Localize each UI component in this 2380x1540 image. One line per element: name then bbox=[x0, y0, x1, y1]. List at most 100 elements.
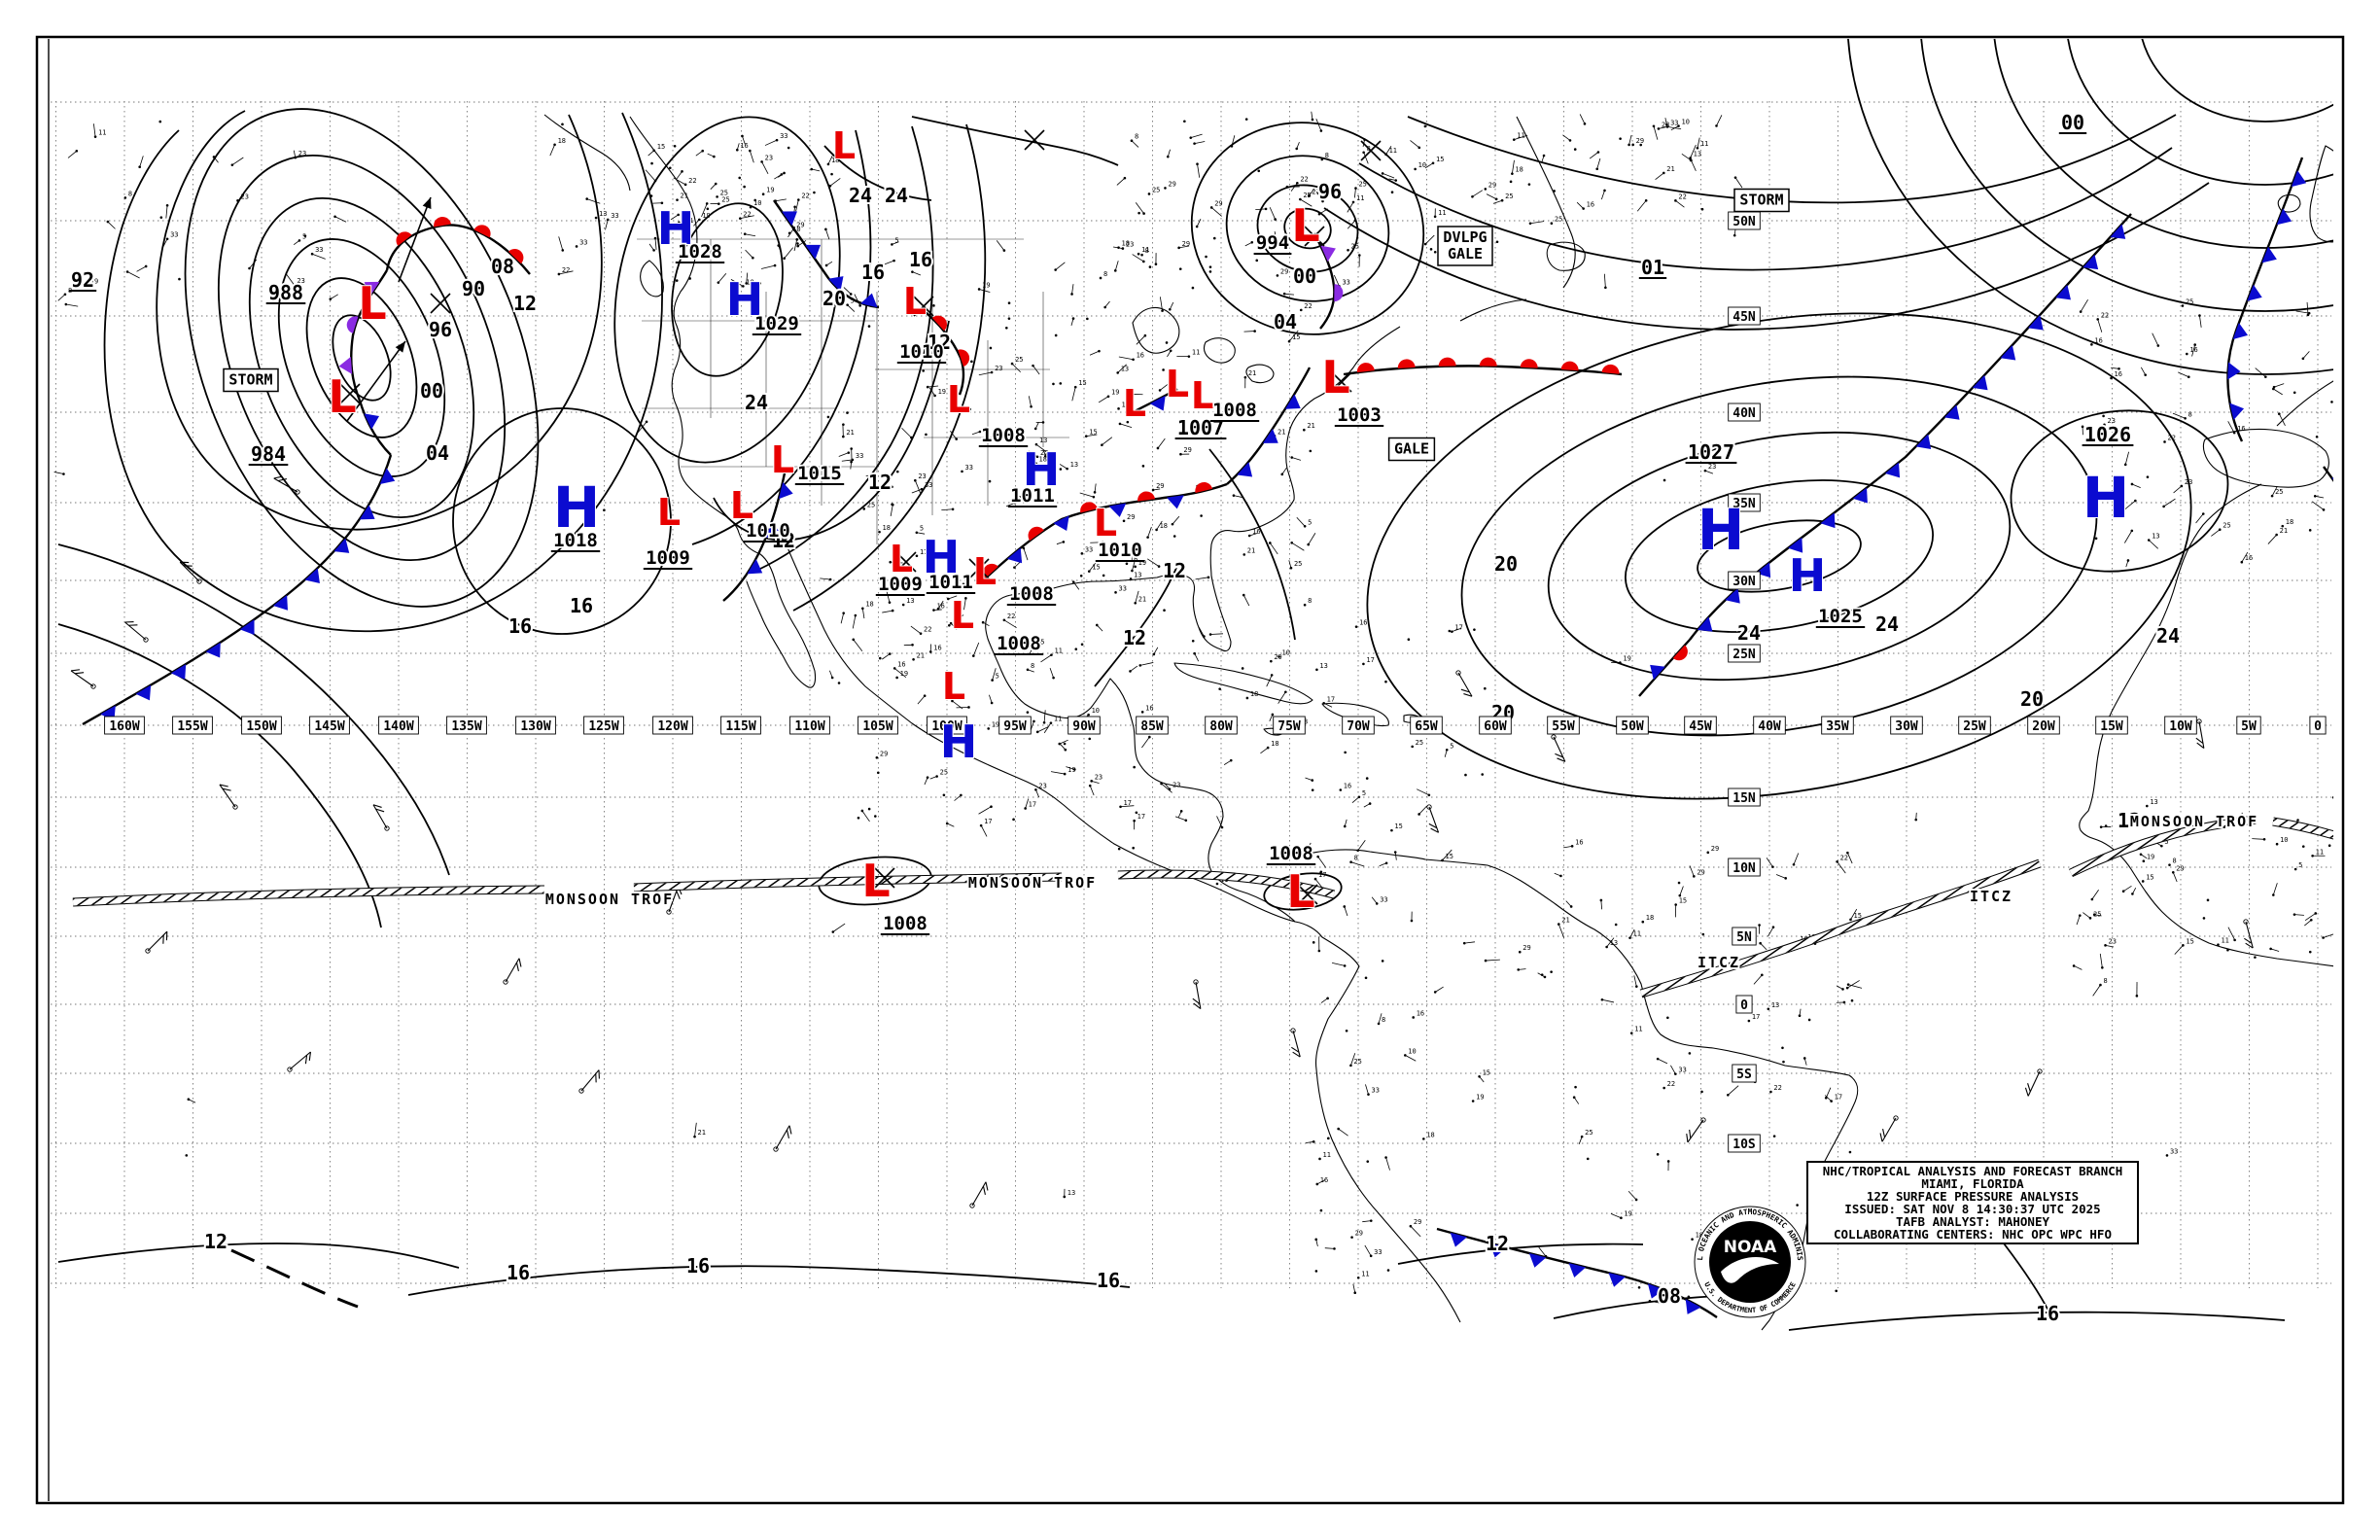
svg-text:25: 25 bbox=[1353, 1058, 1361, 1066]
high-pressure-center: H bbox=[923, 531, 961, 583]
svg-text:22: 22 bbox=[2168, 434, 2176, 441]
central-pressure-label: 1008 bbox=[883, 913, 928, 934]
svg-text:21: 21 bbox=[846, 429, 854, 437]
svg-text:19: 19 bbox=[900, 670, 908, 678]
isobar-label: 984 bbox=[251, 442, 286, 466]
svg-text:33: 33 bbox=[1380, 895, 1387, 903]
central-pressure-label: 1008 bbox=[1269, 843, 1313, 864]
svg-text:15: 15 bbox=[1854, 912, 1862, 920]
svg-text:15: 15 bbox=[1078, 379, 1086, 387]
svg-text:11: 11 bbox=[1389, 147, 1397, 155]
wind-barb bbox=[1292, 1030, 1301, 1058]
svg-text:18: 18 bbox=[2286, 518, 2293, 526]
high-pressure-center: H bbox=[1698, 497, 1745, 563]
isobar-label: 12 bbox=[928, 331, 951, 354]
longitude-label: 115W bbox=[725, 719, 755, 734]
longitude-label: 150W bbox=[246, 719, 276, 734]
svg-text:17: 17 bbox=[1124, 799, 1132, 807]
isobar-label: 00 bbox=[420, 379, 443, 402]
isobar bbox=[57, 543, 450, 876]
coastline bbox=[1203, 337, 1236, 364]
cold-front bbox=[722, 468, 793, 602]
longitude-label-box bbox=[652, 716, 693, 735]
svg-text:21: 21 bbox=[917, 651, 925, 659]
svg-text:15: 15 bbox=[657, 143, 665, 151]
warning-box bbox=[1387, 437, 1436, 462]
latitude-label: 30N bbox=[1732, 575, 1756, 589]
svg-text:25: 25 bbox=[2275, 488, 2283, 496]
isobar bbox=[156, 110, 603, 531]
wind-barb bbox=[1457, 672, 1473, 697]
station-clutter-region: 1622102325112133291813292511 bbox=[1471, 114, 1743, 244]
svg-text:11: 11 bbox=[1361, 1270, 1369, 1278]
low-pressure-center: L bbox=[1321, 351, 1349, 403]
longitude-label-box bbox=[583, 716, 624, 735]
longitude-label: 25W bbox=[1963, 719, 1986, 734]
central-pressure-label: 1008 bbox=[1009, 583, 1054, 605]
low-pressure-center: L bbox=[730, 484, 753, 527]
svg-text:17: 17 bbox=[920, 548, 928, 556]
longitude-label-box bbox=[1616, 716, 1649, 735]
latitude-label: 35N bbox=[1732, 497, 1756, 511]
cold-front bbox=[358, 400, 392, 456]
central-pressure-label: 1009 bbox=[646, 547, 690, 569]
svg-text:25: 25 bbox=[867, 501, 875, 508]
coastline bbox=[1321, 702, 1389, 727]
warm-front bbox=[385, 216, 531, 275]
latitude-label: 15N bbox=[1732, 791, 1756, 806]
wind-barb bbox=[70, 670, 94, 687]
isobar-label: 16 bbox=[507, 1261, 530, 1284]
map-frame bbox=[35, 35, 2345, 1505]
isobar bbox=[1263, 872, 1343, 911]
isobar-label: 20 bbox=[822, 287, 846, 310]
isobar bbox=[1256, 184, 1359, 273]
svg-text:19: 19 bbox=[90, 278, 98, 286]
isobar-label: 24 bbox=[1875, 612, 1899, 636]
isobar-label: 90 bbox=[462, 277, 485, 300]
svg-text:23: 23 bbox=[918, 472, 926, 480]
isobar-label: 12 bbox=[2118, 809, 2141, 832]
low-center-x-mark bbox=[1024, 129, 1045, 151]
central-pressure-label: 1015 bbox=[797, 463, 842, 484]
longitude-label: 155W bbox=[177, 719, 207, 734]
occluded-front bbox=[338, 269, 389, 402]
svg-text:29: 29 bbox=[1127, 513, 1135, 521]
longitude-label-box bbox=[720, 716, 761, 735]
isobar bbox=[1697, 519, 1862, 593]
coastline bbox=[2079, 483, 2333, 967]
wind-barb-layer bbox=[70, 475, 2254, 1208]
central-pressure-label: 1010 bbox=[746, 520, 790, 542]
wind-barb bbox=[2027, 1070, 2041, 1097]
svg-text:33: 33 bbox=[1085, 545, 1093, 553]
svg-text:22: 22 bbox=[1840, 854, 1848, 861]
latitude-label-box bbox=[1735, 995, 1753, 1014]
longitude-label: 135W bbox=[451, 719, 481, 734]
svg-text:16: 16 bbox=[2237, 425, 2245, 433]
svg-text:18: 18 bbox=[1696, 1232, 1703, 1240]
svg-text:22: 22 bbox=[1304, 302, 1312, 310]
svg-text:19: 19 bbox=[992, 720, 999, 728]
svg-text:29: 29 bbox=[796, 221, 804, 228]
isobar bbox=[823, 145, 932, 201]
wind-barb bbox=[372, 804, 388, 829]
warning-box-label: STORM bbox=[228, 371, 272, 389]
longitude-label-box bbox=[1068, 716, 1101, 735]
svg-text:29: 29 bbox=[1697, 868, 1704, 876]
isobar bbox=[57, 623, 382, 928]
longitude-label: 55W bbox=[1552, 719, 1575, 734]
svg-text:15: 15 bbox=[1446, 853, 1453, 860]
svg-text:23: 23 bbox=[1708, 463, 1716, 471]
svg-text:22: 22 bbox=[1300, 175, 1308, 183]
latitude-label-box bbox=[1728, 571, 1761, 590]
wind-barb bbox=[580, 1069, 600, 1092]
isobar bbox=[2067, 39, 2333, 186]
svg-text:19: 19 bbox=[1111, 389, 1119, 397]
isobar-label: 24 bbox=[885, 184, 908, 207]
isobar bbox=[452, 407, 672, 635]
svg-text:17: 17 bbox=[984, 818, 992, 825]
isobar bbox=[1993, 39, 2333, 249]
isobar bbox=[1190, 122, 1425, 335]
